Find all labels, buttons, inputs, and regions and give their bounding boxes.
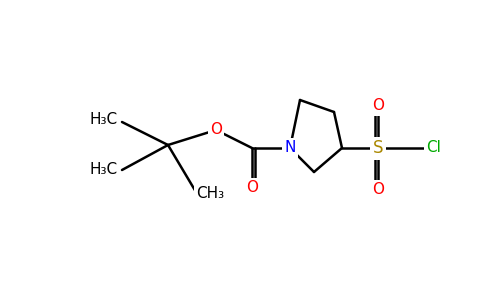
Text: H₃C: H₃C — [90, 163, 118, 178]
Text: O: O — [210, 122, 222, 137]
Text: H₃C: H₃C — [90, 112, 118, 128]
Text: O: O — [246, 181, 258, 196]
Text: S: S — [373, 139, 383, 157]
Text: Cl: Cl — [426, 140, 441, 155]
Text: O: O — [372, 98, 384, 113]
Text: CH₃: CH₃ — [196, 187, 224, 202]
Text: N: N — [284, 140, 296, 155]
Text: O: O — [372, 182, 384, 197]
